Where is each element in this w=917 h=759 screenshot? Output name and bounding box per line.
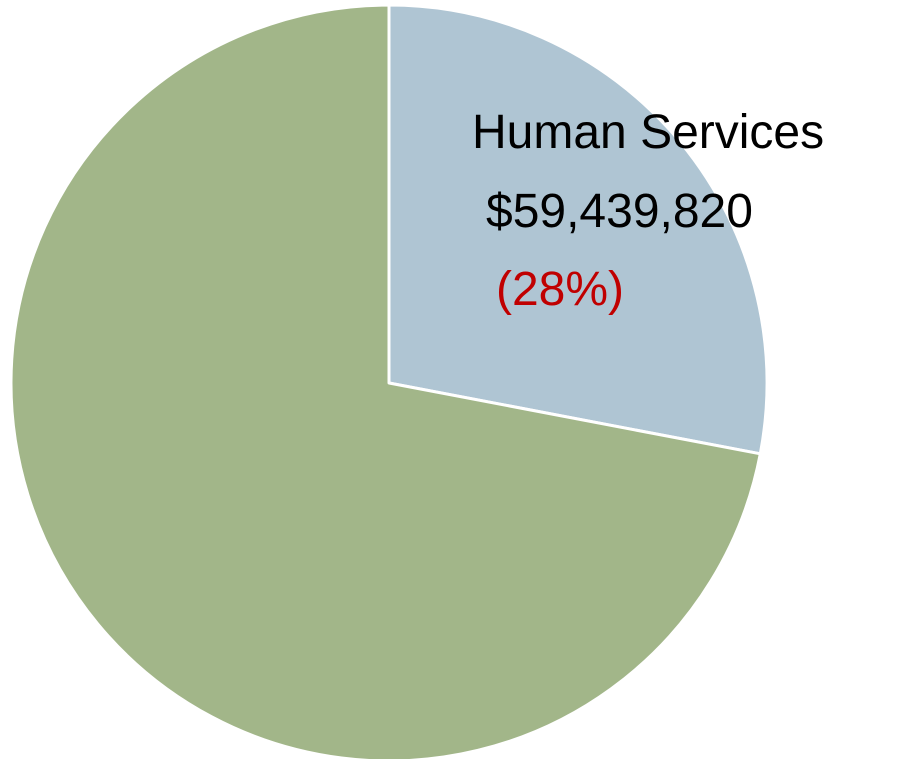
pie-slice-human-services bbox=[387, 3, 769, 456]
slice-label-name: Human Services bbox=[472, 106, 824, 159]
slice-label-amount: $59,439,820 bbox=[486, 185, 753, 238]
slice-label-percent: (28%) bbox=[496, 263, 624, 316]
pie-slices bbox=[9, 3, 769, 759]
slice-labels: Human Services $59,439,820 (28%) bbox=[472, 106, 824, 316]
pie-slice-other-1 bbox=[9, 3, 762, 759]
